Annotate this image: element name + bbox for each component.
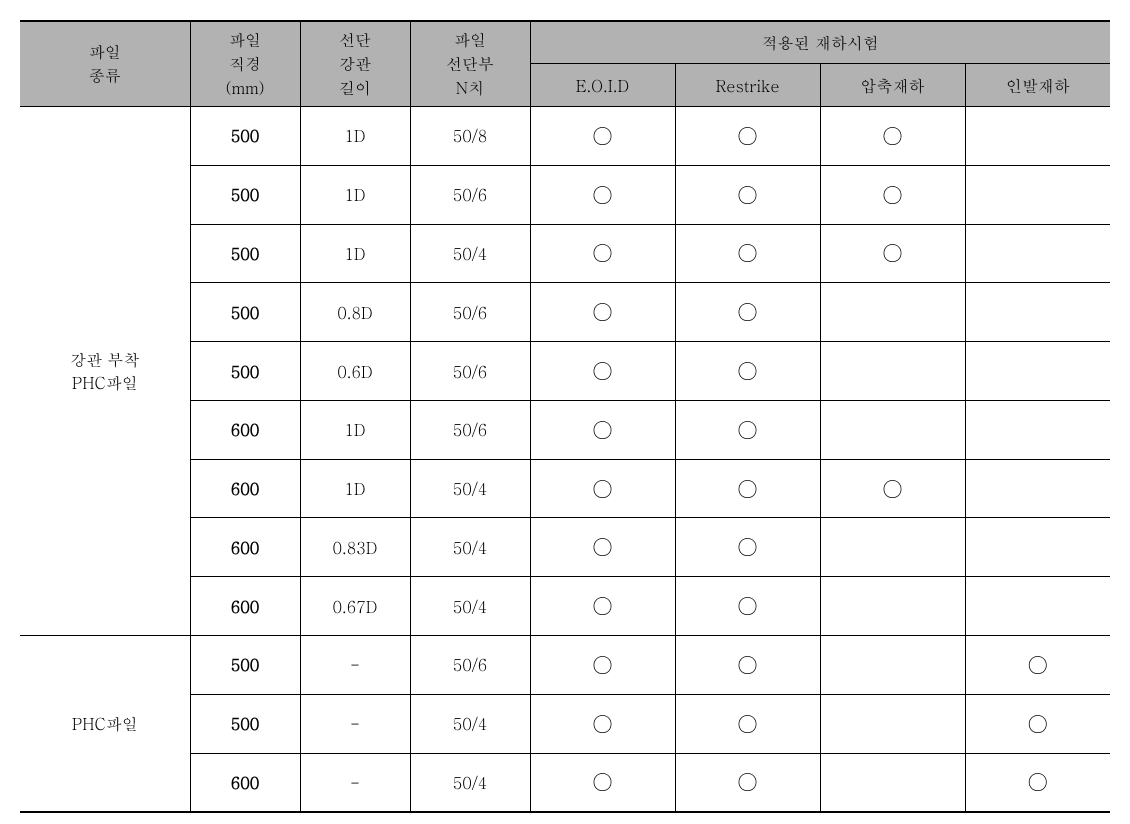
cell-compression xyxy=(820,518,965,577)
cell-diameter: 600 xyxy=(190,577,300,636)
cell-n-value: 50/4 xyxy=(410,577,530,636)
cell-eoid: ○ xyxy=(530,400,675,459)
cell-pullout xyxy=(965,400,1110,459)
cell-pullout xyxy=(965,459,1110,518)
cell-steel-length: 1D xyxy=(300,400,410,459)
cell-n-value: 50/6 xyxy=(410,165,530,224)
cell-pullout xyxy=(965,283,1110,342)
cell-compression: ○ xyxy=(820,165,965,224)
cell-eoid: ○ xyxy=(530,459,675,518)
header-applied-test: 적용된 재하시험 xyxy=(530,21,1110,64)
cell-pullout xyxy=(965,165,1110,224)
cell-steel-length: - xyxy=(300,694,410,753)
cell-n-value: 50/4 xyxy=(410,224,530,283)
cell-n-value: 50/6 xyxy=(410,283,530,342)
cell-compression xyxy=(820,342,965,401)
cell-steel-length: 1D xyxy=(300,165,410,224)
cell-pullout xyxy=(965,577,1110,636)
cell-compression xyxy=(820,694,965,753)
cell-compression: ○ xyxy=(820,224,965,283)
table-row: 강관 부착PHC파일5001D50/8○○○ xyxy=(20,107,1110,166)
cell-compression xyxy=(820,753,965,812)
cell-eoid: ○ xyxy=(530,518,675,577)
cell-diameter: 600 xyxy=(190,459,300,518)
cell-restrike: ○ xyxy=(675,283,820,342)
header-diameter: 파일직경(mm) xyxy=(190,21,300,107)
cell-diameter: 500 xyxy=(190,636,300,695)
cell-restrike: ○ xyxy=(675,459,820,518)
cell-eoid: ○ xyxy=(530,342,675,401)
cell-restrike: ○ xyxy=(675,224,820,283)
cell-eoid: ○ xyxy=(530,165,675,224)
cell-compression xyxy=(820,636,965,695)
cell-diameter: 500 xyxy=(190,342,300,401)
cell-diameter: 500 xyxy=(190,224,300,283)
cell-restrike: ○ xyxy=(675,107,820,166)
cell-n-value: 50/6 xyxy=(410,400,530,459)
cell-pullout: ○ xyxy=(965,753,1110,812)
header-n-value: 파일선단부 N치 xyxy=(410,21,530,107)
cell-diameter: 500 xyxy=(190,107,300,166)
cell-diameter: 600 xyxy=(190,518,300,577)
cell-steel-length: 0.8D xyxy=(300,283,410,342)
cell-eoid: ○ xyxy=(530,107,675,166)
cell-steel-length: 1D xyxy=(300,107,410,166)
cell-n-value: 50/6 xyxy=(410,342,530,401)
group-label-phc: PHC파일 xyxy=(20,636,190,812)
cell-restrike: ○ xyxy=(675,577,820,636)
cell-steel-length: 0.83D xyxy=(300,518,410,577)
cell-restrike: ○ xyxy=(675,694,820,753)
cell-steel-length: 0.6D xyxy=(300,342,410,401)
cell-compression: ○ xyxy=(820,459,965,518)
cell-eoid: ○ xyxy=(530,577,675,636)
cell-restrike: ○ xyxy=(675,400,820,459)
cell-diameter: 600 xyxy=(190,753,300,812)
cell-restrike: ○ xyxy=(675,636,820,695)
cell-eoid: ○ xyxy=(530,283,675,342)
cell-restrike: ○ xyxy=(675,518,820,577)
header-restrike: Restrike xyxy=(675,64,820,107)
group-label-steel-phc: 강관 부착PHC파일 xyxy=(20,107,190,636)
cell-eoid: ○ xyxy=(530,224,675,283)
cell-compression xyxy=(820,577,965,636)
header-pile-type: 파일종류 xyxy=(20,21,190,107)
cell-steel-length: 0.67D xyxy=(300,577,410,636)
cell-compression: ○ xyxy=(820,107,965,166)
cell-eoid: ○ xyxy=(530,636,675,695)
cell-pullout xyxy=(965,107,1110,166)
cell-pullout: ○ xyxy=(965,636,1110,695)
cell-pullout xyxy=(965,224,1110,283)
cell-n-value: 50/8 xyxy=(410,107,530,166)
header-compression: 압축재하 xyxy=(820,64,965,107)
cell-diameter: 500 xyxy=(190,283,300,342)
cell-steel-length: 1D xyxy=(300,224,410,283)
cell-restrike: ○ xyxy=(675,342,820,401)
header-steel-length: 선단강관길이 xyxy=(300,21,410,107)
cell-n-value: 50/4 xyxy=(410,459,530,518)
cell-diameter: 500 xyxy=(190,165,300,224)
cell-diameter: 600 xyxy=(190,400,300,459)
cell-restrike: ○ xyxy=(675,165,820,224)
table-row: PHC파일500-50/6○○○ xyxy=(20,636,1110,695)
cell-steel-length: - xyxy=(300,753,410,812)
cell-steel-length: 1D xyxy=(300,459,410,518)
cell-pullout: ○ xyxy=(965,694,1110,753)
cell-pullout xyxy=(965,342,1110,401)
cell-steel-length: - xyxy=(300,636,410,695)
cell-pullout xyxy=(965,518,1110,577)
cell-n-value: 50/4 xyxy=(410,518,530,577)
cell-eoid: ○ xyxy=(530,753,675,812)
header-eoid: E.O.I.D xyxy=(530,64,675,107)
cell-eoid: ○ xyxy=(530,694,675,753)
header-pullout: 인발재하 xyxy=(965,64,1110,107)
cell-n-value: 50/4 xyxy=(410,694,530,753)
cell-n-value: 50/4 xyxy=(410,753,530,812)
cell-restrike: ○ xyxy=(675,753,820,812)
pile-test-table: 파일종류 파일직경(mm) 선단강관길이 파일선단부 N치 적용된 재하시험 E… xyxy=(20,20,1110,813)
cell-compression xyxy=(820,400,965,459)
cell-diameter: 500 xyxy=(190,694,300,753)
cell-compression xyxy=(820,283,965,342)
cell-n-value: 50/6 xyxy=(410,636,530,695)
